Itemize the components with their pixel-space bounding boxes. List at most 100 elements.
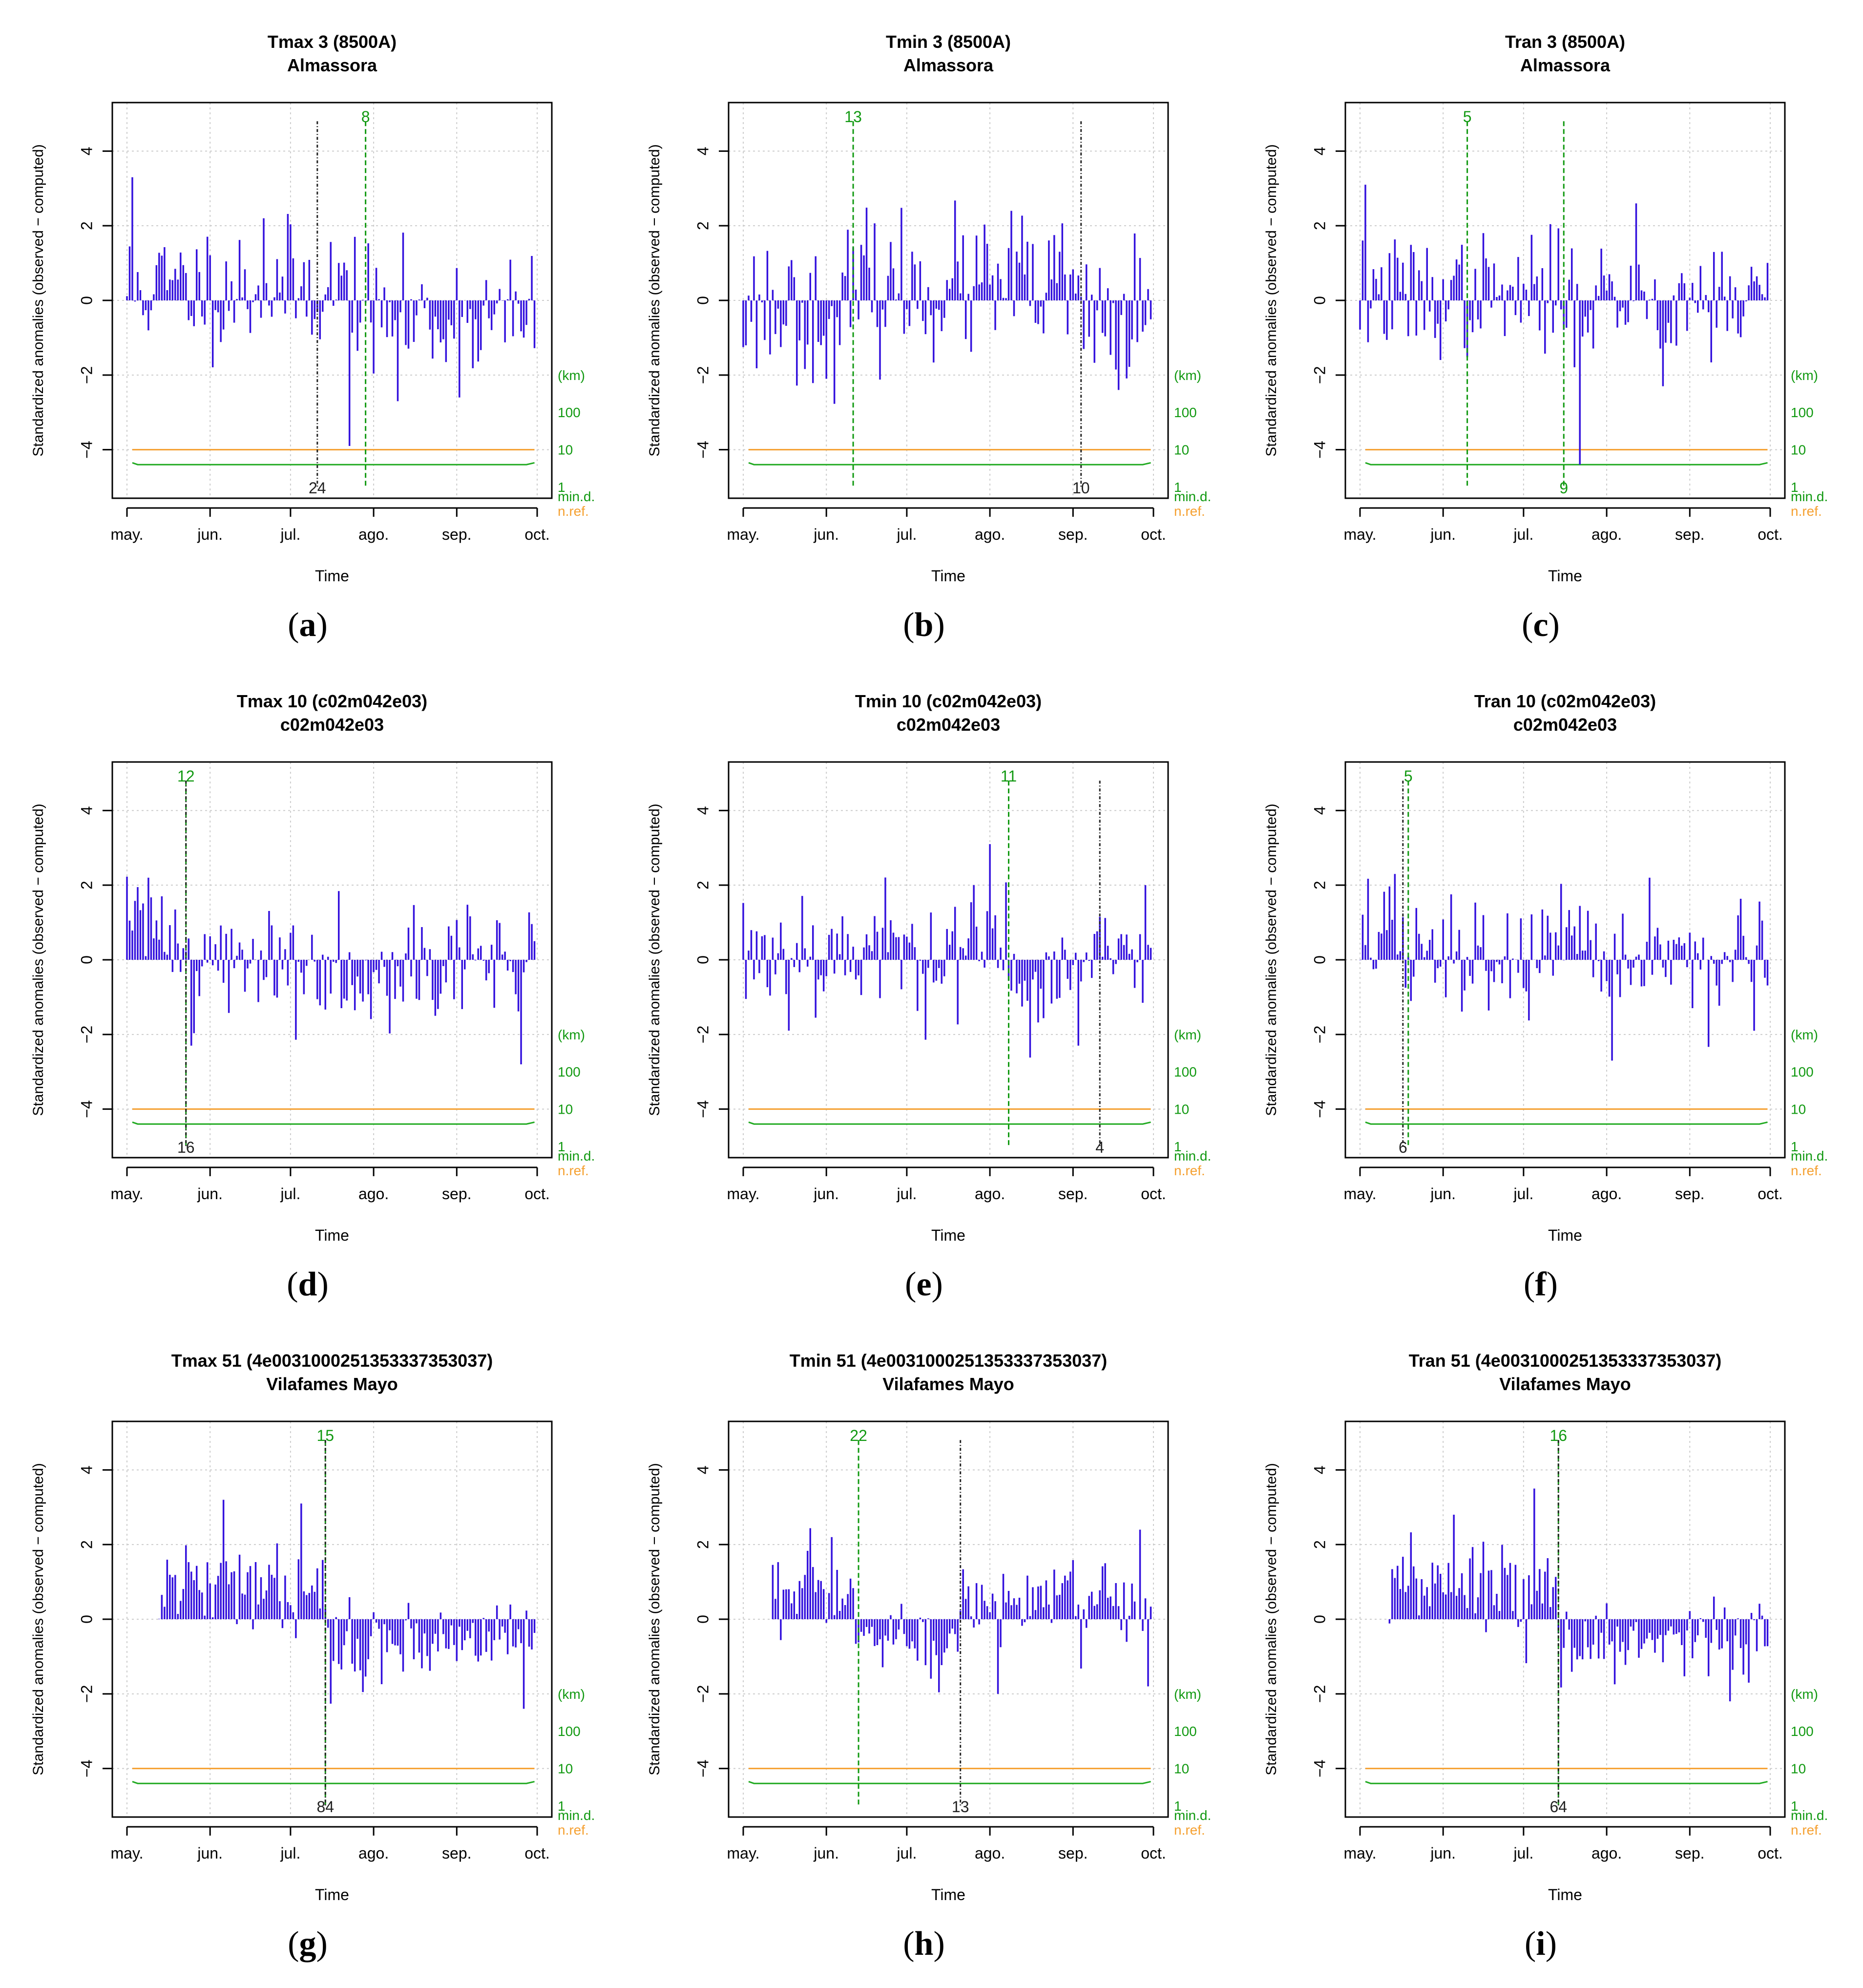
y-tick-label: 0 xyxy=(694,1615,712,1624)
mind-line xyxy=(1365,462,1768,465)
right-axis-label: 100 xyxy=(1791,405,1814,420)
x-tick-label: oct. xyxy=(1758,1185,1783,1203)
panel-caption: (c) xyxy=(1522,606,1560,644)
right-axis-label: 100 xyxy=(1791,1724,1814,1739)
break-label: 8 xyxy=(361,108,370,126)
x-axis: may. jun. jul. ago. sep. oct. xyxy=(727,507,1166,543)
right-axis-label: 1 xyxy=(558,1798,565,1814)
break-label: 4 xyxy=(1095,1139,1104,1156)
y-tick-label: 4 xyxy=(1311,1465,1328,1474)
x-tick-label: oct. xyxy=(1141,1185,1166,1203)
y-tick-label: −4 xyxy=(78,1100,95,1118)
x-axis: may. jun. jul. ago. sep. oct. xyxy=(1344,1166,1783,1203)
chart-title: Tmax 3 (8500A) xyxy=(268,32,397,52)
chart-panel-e: Tmin 10 (c02m042e03) c02m042e03 11 4 4 2 0 −2 −4… xyxy=(621,669,1227,1329)
bars xyxy=(158,1500,536,1709)
right-axis-label: (km) xyxy=(558,1027,585,1042)
chart-title: Tmin 10 (c02m042e03) xyxy=(855,691,1042,711)
x-tick-label: jul. xyxy=(1513,1185,1533,1203)
x-tick-label: sep. xyxy=(442,1185,471,1203)
x-tick-label: ago. xyxy=(975,526,1005,543)
y-tick-label: 0 xyxy=(694,955,712,964)
x-tick-label: jun. xyxy=(1430,1844,1456,1862)
x-tick-label: jul. xyxy=(280,1844,300,1862)
panel-caption-letter: c xyxy=(1533,606,1549,644)
right-axis-label: 100 xyxy=(558,405,581,420)
right-axis-label: (km) xyxy=(1791,1027,1818,1042)
bars xyxy=(742,200,1152,404)
bars xyxy=(1359,874,1769,1061)
right-axis-label: 10 xyxy=(1791,1102,1806,1117)
nref-label: n.ref. xyxy=(1791,1822,1822,1838)
chart-panel-b: Tmin 3 (8500A) Almassora 13 10 4 2 0 −2 −4 Standa… xyxy=(621,10,1227,669)
y-tick-label: 2 xyxy=(1311,881,1328,889)
bars xyxy=(1359,185,1769,465)
chart-subtitle: Vilafames Mayo xyxy=(266,1374,398,1394)
chart-svg-h: Tmin 51 (4e003100025135333735303​7) Vilaf… xyxy=(647,1351,1211,1903)
mind-line xyxy=(132,1780,535,1784)
right-axis-label: 1 xyxy=(1174,1798,1182,1814)
x-axis-label: Time xyxy=(931,1886,965,1903)
y-tick-label: 2 xyxy=(78,221,95,230)
x-tick-label: jun. xyxy=(197,1844,223,1862)
right-axis-label: 1 xyxy=(1791,1139,1799,1154)
mind-label: min.d. xyxy=(1791,489,1828,504)
right-axis-label: 100 xyxy=(1791,1064,1814,1079)
chart-title: Tmin 51 (4e003100025135333735303​7) xyxy=(790,1351,1108,1371)
y-tick-label: −4 xyxy=(1311,1100,1328,1118)
break-label: 5 xyxy=(1404,767,1413,785)
break-label: 5 xyxy=(1463,108,1472,126)
bars xyxy=(772,1528,1152,1694)
mind-label: min.d. xyxy=(558,489,595,504)
chart-title: Tran 3 (8500A) xyxy=(1505,32,1625,52)
mind-line xyxy=(132,462,535,465)
x-tick-label: jun. xyxy=(1430,1185,1456,1203)
x-axis-label: Time xyxy=(315,1227,349,1244)
x-tick-label: jul. xyxy=(280,526,300,543)
x-tick-label: oct. xyxy=(524,1844,550,1862)
y-tick-label: 4 xyxy=(694,806,712,815)
y-tick-label: −2 xyxy=(78,1026,95,1043)
x-tick-label: oct. xyxy=(1141,1844,1166,1862)
x-tick-label: oct. xyxy=(1141,526,1166,543)
y-tick-label: −2 xyxy=(1311,1026,1328,1043)
y-tick-label: 0 xyxy=(78,296,95,305)
nref-label: n.ref. xyxy=(1174,1822,1205,1838)
panel-caption: (b) xyxy=(903,606,945,644)
nref-label: n.ref. xyxy=(1791,1163,1822,1178)
x-tick-label: sep. xyxy=(1058,1185,1088,1203)
panel-caption-letter: e xyxy=(916,1266,932,1303)
x-tick-label: jul. xyxy=(280,1185,300,1203)
panel-caption: (d) xyxy=(287,1266,329,1303)
break-label: 11 xyxy=(1001,767,1017,785)
x-axis-label: Time xyxy=(931,567,965,585)
y-axis-label: Standardized anomalies (observed − compu… xyxy=(647,144,663,457)
right-axis-label: 10 xyxy=(558,1102,573,1117)
chart-svg-d: Tmax 10 (c02m042e03) c02m042e03 1 2 16 4 2 0 −2 −… xyxy=(30,691,595,1244)
x-tick-label: sep. xyxy=(442,526,471,543)
chart-panel-a: Tmax 3 (8500A) Almassora 24 8 4 2 0 −2 −4 Standar… xyxy=(5,10,610,669)
bars xyxy=(126,876,536,1064)
mind-label: min.d. xyxy=(1174,1148,1211,1163)
chart-subtitle: Almassora xyxy=(903,55,994,75)
bars xyxy=(1388,1488,1769,1702)
chart-svg-c: Tran 3 (8500A) Almassora 5 9 4 2 0 −2 −4 Standard… xyxy=(1263,32,1828,585)
y-axis-label: Standardized anomalies (observed − compu… xyxy=(647,804,663,1116)
y-tick-label: 4 xyxy=(78,806,95,815)
chart-svg-a: Tmax 3 (8500A) Almassora 24 8 4 2 0 −2 −4 Standar… xyxy=(30,32,595,585)
y-tick-label: 2 xyxy=(1311,1540,1328,1549)
right-axis-label: 100 xyxy=(558,1064,581,1079)
x-tick-label: ago. xyxy=(358,1185,389,1203)
x-tick-label: jun. xyxy=(813,1185,839,1203)
mind-label: min.d. xyxy=(1791,1808,1828,1823)
y-tick-label: −2 xyxy=(1311,366,1328,384)
break-label: 9 xyxy=(1559,479,1568,497)
chart-subtitle: Vilafames Mayo xyxy=(882,1374,1014,1394)
right-axis-label: 10 xyxy=(1174,1761,1189,1777)
x-tick-label: may. xyxy=(1344,1185,1377,1203)
y-tick-label: 0 xyxy=(1311,955,1328,964)
x-axis: may. jun. jul. ago. sep. oct. xyxy=(111,507,550,543)
x-tick-label: sep. xyxy=(1675,1844,1704,1862)
